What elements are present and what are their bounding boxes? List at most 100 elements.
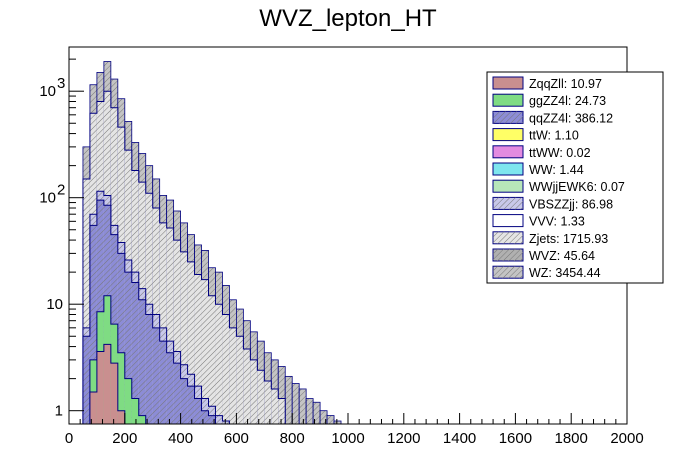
legend-label-qqzz4l: qqZZ4l: 386.12 [529, 111, 613, 125]
zjets-bar-hatch [222, 314, 230, 424]
zjets-bar-hatch [236, 336, 244, 424]
y-tick-label: 1 [55, 403, 63, 420]
qqzz4l-bar-hatch [82, 336, 90, 424]
zqqzll-bar [103, 344, 111, 424]
zjets-bar-hatch [82, 178, 90, 424]
zqqzll-bar [89, 391, 97, 424]
stack-total-bar-hatch [291, 383, 300, 424]
zjets-bar-hatch [201, 279, 209, 424]
chart-title: WVZ_lepton_HT [259, 5, 437, 32]
y-tick-label: 10 [39, 190, 56, 207]
legend: ZqqZll: 10.97 ggZZ4l: 24.73 qqZZ4l: 386.12… [486, 71, 664, 284]
legend-label-vbszzjj: VBSZZjj: 86.98 [529, 197, 613, 211]
zjets-bar-hatch [229, 327, 237, 424]
legend-swatch-hatch-zjets [493, 231, 523, 244]
zjets-bar-hatch [250, 359, 258, 424]
legend-box [486, 71, 664, 284]
x-tick-label: 1600 [499, 430, 532, 447]
qqzz4l-bar-hatch [187, 386, 195, 424]
x-tick-label: 800 [280, 430, 305, 447]
zjets-bar-hatch [215, 304, 223, 424]
ggzz4l-bar [138, 415, 146, 424]
x-axis: 0 200 400 600 800 1000 1200 1400 1600 1800 2000 [65, 413, 644, 447]
qqzz4l-bar-hatch [89, 225, 97, 424]
zjets-bar-hatch [166, 227, 174, 424]
stack-total-bar-hatch [326, 415, 335, 424]
legend-label-ww: WW: 1.44 [529, 163, 584, 177]
stack-total-bar-hatch [298, 388, 307, 424]
x-tick-label: 200 [112, 430, 137, 447]
stack-total-bar-hatch [305, 398, 314, 424]
zjets-bar-hatch [173, 240, 181, 424]
zjets-bar-hatch [271, 388, 279, 424]
zjets-bar-outline [82, 90, 286, 424]
qqzz4l-bar-hatch [117, 253, 125, 424]
qqzz4l-bar-hatch [124, 272, 132, 424]
stack-total-bar-hatch [284, 375, 293, 424]
ggzz4l-bar-outline [89, 295, 147, 424]
vbszzjj-bar-hatch [222, 421, 230, 424]
legend-swatch-ww [492, 162, 524, 176]
legend-label-wvz: WVZ: 45.64 [529, 249, 595, 263]
legend-swatch-hatch-wz [493, 266, 523, 279]
legend-swatch-vvv [492, 214, 524, 228]
zjets-bar-hatch [187, 261, 195, 424]
qqzz4l-bar-outline [82, 199, 216, 424]
zjets-bar-hatch [159, 222, 167, 424]
legend-label-zjets: Zjets: 1715.93 [529, 232, 608, 246]
legend-swatch-hatch-wvz [493, 249, 523, 261]
vbszzjj-bar-outline [82, 190, 230, 424]
legend-swatch-ttww [492, 145, 524, 159]
x-tick-label: 400 [168, 430, 193, 447]
legend-label-ggzz4l: ggZZ4l: 24.73 [529, 94, 606, 108]
zjets-bar-hatch [194, 274, 202, 424]
legend-label-ttw: ttW: 1.10 [529, 129, 579, 143]
zjets-bar-hatch [257, 370, 265, 424]
zjets-bar-hatch [278, 398, 286, 424]
legend-label-vvv: VVV: 1.33 [529, 215, 585, 229]
x-tick-label: 1800 [555, 430, 588, 447]
bars-layer [82, 61, 342, 424]
legend-swatch-ggzz4l [492, 93, 524, 107]
ggzz4l-bar [117, 352, 125, 424]
legend-label-zqqzll: ZqqZll: 10.97 [529, 77, 602, 91]
qqzz4l-bar-hatch [131, 282, 139, 424]
zqqzll-bar [110, 363, 118, 424]
qqzz4l-bar-hatch [138, 299, 146, 424]
qqzz4l-bar-hatch [145, 314, 153, 424]
zqqzll-bar [96, 351, 104, 424]
ggzz4l-bar [131, 398, 139, 424]
vbszzjj-bar-hatch [215, 415, 223, 424]
qqzz4l-bar-hatch [208, 415, 216, 424]
x-tick-label: 2000 [610, 430, 643, 447]
zqqzll-bar-outline [89, 343, 126, 424]
qqzz4l-bar-hatch [194, 398, 202, 424]
qqzz4l-bar-hatch [166, 352, 174, 424]
x-tick-label: 0 [65, 430, 73, 447]
y-tick-label: 10 [39, 83, 56, 100]
qqzz4l-bar-hatch [201, 410, 209, 424]
legend-label-wz: WZ: 3454.44 [529, 266, 601, 280]
x-tick-label: 600 [224, 430, 249, 447]
legend-label-wwjjewk6: WWjjEWK6: 0.07 [529, 180, 625, 194]
zjets-bar-hatch [264, 381, 272, 424]
qqzz4l-bar-hatch [180, 378, 188, 424]
qqzz4l-bar-hatch [159, 341, 167, 424]
y-tick-exponent: 3 [57, 75, 65, 92]
legend-swatch-ttw [492, 128, 524, 142]
ggzz4l-bar [124, 378, 132, 424]
x-tick-label: 1200 [387, 430, 420, 447]
qqzz4l-bar-hatch [152, 327, 160, 424]
legend-swatch-zqqzll [492, 76, 524, 90]
stack-total-bar-hatch [333, 420, 342, 424]
zjets-bar-hatch [208, 295, 216, 424]
qqzz4l-bar-hatch [173, 363, 181, 424]
x-tick-label: 1000 [331, 430, 364, 447]
zqqzll-bar [117, 410, 125, 424]
legend-swatch-hatch-qqzz4l [493, 111, 523, 124]
legend-swatch-wwjjewk6 [492, 179, 524, 193]
legend-swatch-hatch-vbszzjj [493, 197, 523, 210]
zjets-bar-hatch [180, 251, 188, 424]
